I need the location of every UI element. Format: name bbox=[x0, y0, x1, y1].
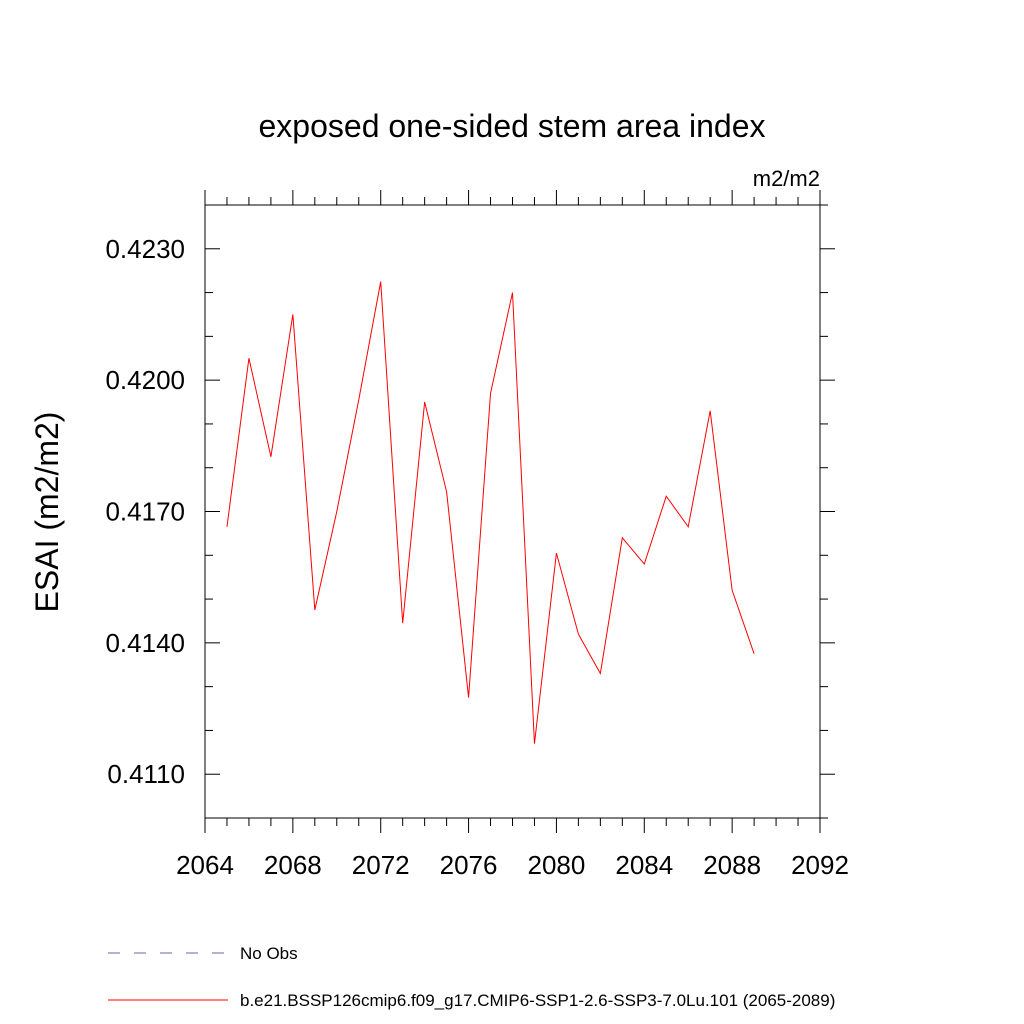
x-tick-label: 2088 bbox=[703, 850, 761, 880]
x-tick-label: 2084 bbox=[615, 850, 673, 880]
y-tick-label: 0.4230 bbox=[105, 234, 185, 264]
units-label: m2/m2 bbox=[753, 166, 820, 191]
series-layer bbox=[226, 281, 755, 744]
legend-label: No Obs bbox=[240, 944, 298, 963]
y-tick-label: 0.4140 bbox=[105, 628, 185, 658]
y-tick-label: 0.4200 bbox=[105, 365, 185, 395]
y-tick-label: 0.4110 bbox=[107, 759, 185, 789]
series-line bbox=[226, 281, 755, 744]
x-tick-label: 2080 bbox=[528, 850, 586, 880]
legend-label: b.e21.BSSP126cmip6.f09_g17.CMIP6-SSP1-2.… bbox=[240, 991, 835, 1010]
tick-labels: 2064 2068 2072 2076 2080 2084 2088 2092 0.4110 0.… bbox=[105, 234, 848, 880]
x-tick-label: 2072 bbox=[352, 850, 410, 880]
axis-ticks bbox=[204, 190, 835, 833]
chart-title: exposed one-sided stem area index bbox=[259, 108, 766, 144]
x-tick-label: 2064 bbox=[176, 850, 234, 880]
x-tick-label: 2076 bbox=[440, 850, 498, 880]
x-tick-label: 2092 bbox=[791, 850, 849, 880]
legend: No Obs b.e21.BSSP126cmip6.f09_g17.CMIP6-S… bbox=[108, 944, 835, 1010]
y-tick-label: 0.4170 bbox=[105, 497, 185, 527]
x-tick-label: 2068 bbox=[264, 850, 322, 880]
y-axis-label: ESAI (m2/m2) bbox=[29, 412, 65, 613]
